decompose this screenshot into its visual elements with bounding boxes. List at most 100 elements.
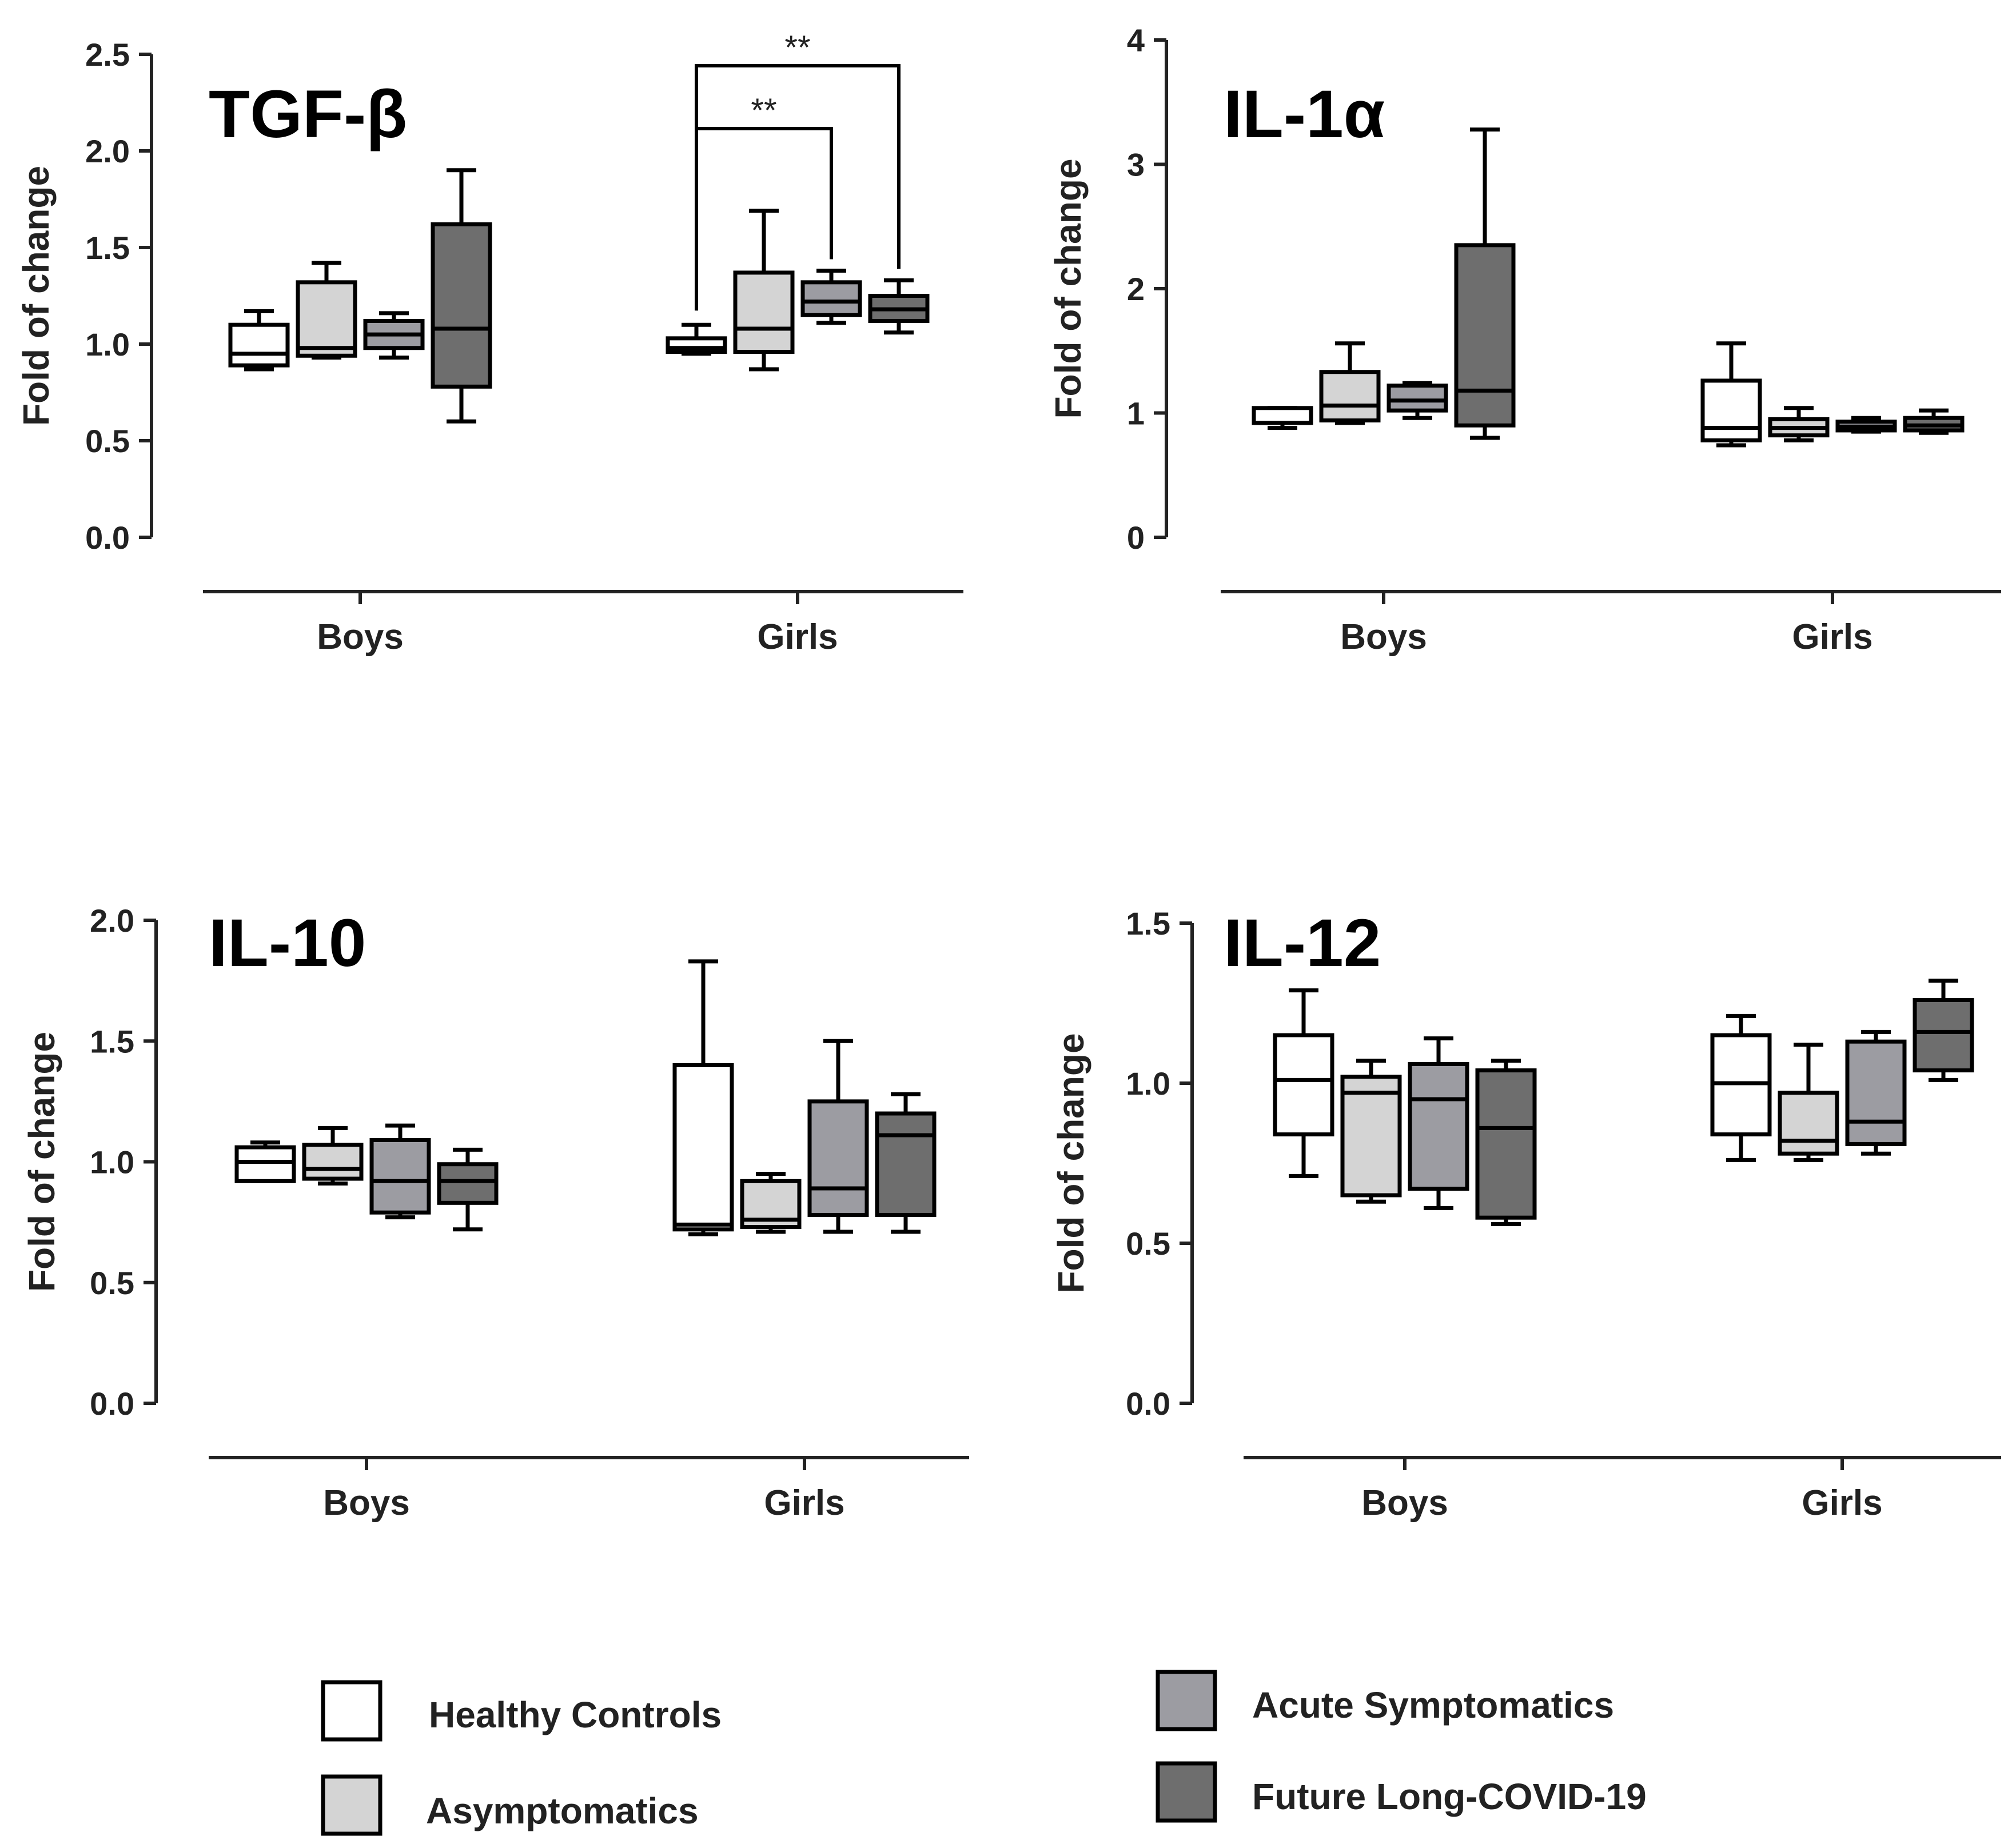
box-iqr	[1273, 1033, 1334, 1137]
y-tick-label: 4	[1127, 22, 1145, 58]
box-girls-1	[1778, 1043, 1839, 1162]
box-boys-3	[1454, 127, 1516, 440]
legend-item: Asymptomatics	[321, 1774, 699, 1836]
legend-label: Asymptomatics	[426, 1790, 699, 1831]
y-tick-label: 0.5	[1126, 1226, 1170, 1262]
box-boys-3	[431, 168, 492, 424]
box-iqr	[296, 280, 357, 358]
box-iqr	[1408, 1061, 1469, 1191]
box-boys-1	[302, 1125, 364, 1186]
box-boys-1	[1319, 341, 1381, 425]
y-tick-label: 0.5	[90, 1265, 134, 1301]
panel-title: IL-12	[1224, 905, 1381, 981]
legend-swatch	[321, 1774, 383, 1836]
y-axis-label: Fold of change	[21, 1032, 62, 1292]
y-tick-label: 1.5	[85, 230, 130, 266]
y-tick-label: 1.0	[85, 326, 130, 362]
y-tick-label: 2	[1127, 271, 1145, 307]
box-girls-2	[1835, 416, 1897, 434]
box-girls-1	[1768, 406, 1830, 442]
legend-item: Future Long-COVID-19	[1156, 1761, 1647, 1823]
panel-title: IL-10	[209, 905, 366, 981]
y-axis-label: Fold of change	[1050, 1033, 1091, 1293]
box-iqr	[1340, 1075, 1402, 1198]
y-tick-label: 0.5	[85, 423, 130, 459]
legend-swatch	[1156, 1670, 1217, 1731]
box-iqr	[1700, 378, 1762, 442]
box-iqr	[234, 1145, 296, 1183]
y-tick-label: 1	[1127, 396, 1145, 432]
box-boys-0	[228, 309, 290, 372]
box-iqr	[1252, 406, 1313, 425]
box-girls-0	[1710, 1013, 1772, 1162]
box-iqr	[1454, 243, 1516, 428]
box-girls-3	[875, 1092, 937, 1234]
y-axis-label: Fold of change	[15, 166, 57, 426]
significance-label: **	[751, 92, 776, 129]
y-tick-label: 0.0	[1126, 1386, 1170, 1422]
y-tick-label: 0	[1127, 520, 1145, 556]
legend-item: Acute Symptomatics	[1156, 1670, 1614, 1731]
box-boys-1	[296, 261, 357, 360]
legend-swatch	[321, 1680, 383, 1742]
box-iqr	[369, 1137, 431, 1215]
box-iqr	[1387, 384, 1448, 413]
box-iqr	[672, 1063, 734, 1232]
panel-2: 0.0 0.5 1.0 1.5 2.0 Fold of change Boys Girls IL…	[21, 903, 969, 1523]
x-category-label: Girls	[1802, 1483, 1882, 1523]
y-tick-label: 1.0	[90, 1144, 134, 1180]
y-tick-label: 2.0	[85, 133, 130, 169]
box-girls-2	[807, 1039, 869, 1234]
box-boys-0	[234, 1140, 296, 1183]
box-girls-1	[733, 209, 795, 372]
x-category-label: Girls	[1792, 617, 1872, 657]
box-girls-2	[800, 269, 862, 325]
y-tick-label: 3	[1127, 147, 1145, 183]
significance-bracket	[695, 64, 901, 311]
box-boys-2	[1387, 381, 1448, 420]
box-girls-0	[1700, 341, 1762, 448]
box-iqr	[1845, 1039, 1907, 1146]
y-tick-label: 2.5	[85, 37, 130, 73]
box-iqr	[1778, 1091, 1839, 1156]
box-iqr	[302, 1143, 364, 1181]
panel-0: 0.0 0.5 1.0 1.5 2.0 2.5 Fold of change Boys Girl…	[15, 29, 963, 657]
x-category-label: Boys	[1361, 1483, 1448, 1523]
x-category-label: Girls	[757, 617, 838, 657]
panel-title: IL-1α	[1224, 77, 1385, 152]
y-tick-label: 1.5	[1126, 905, 1170, 941]
panel-title: TGF-β	[209, 77, 407, 152]
box-girls-3	[868, 278, 930, 335]
box-boys-2	[1408, 1036, 1469, 1210]
panel-3: 0.0 0.5 1.0 1.5 Fold of change Boys Girls IL-12	[1050, 905, 2001, 1523]
box-iqr	[1319, 370, 1381, 423]
box-iqr	[437, 1162, 499, 1205]
legend-item: Healthy Controls	[321, 1680, 722, 1742]
significance-label: **	[784, 29, 810, 66]
y-axis-label: Fold of change	[1047, 158, 1089, 418]
box-iqr	[431, 222, 492, 389]
y-tick-label: 0.0	[90, 1386, 134, 1422]
box-boys-1	[1340, 1059, 1402, 1204]
x-category-label: Girls	[764, 1483, 844, 1523]
box-iqr	[228, 322, 290, 368]
y-tick-label: 1.0	[1126, 1065, 1170, 1101]
legend-swatch	[1156, 1761, 1217, 1823]
box-iqr	[807, 1099, 869, 1217]
legend-label: Future Long-COVID-19	[1252, 1776, 1647, 1817]
x-category-label: Boys	[1340, 617, 1427, 657]
box-girls-3	[1913, 979, 1974, 1082]
box-iqr	[733, 270, 795, 354]
box-boys-3	[437, 1147, 499, 1232]
x-category-label: Boys	[323, 1483, 410, 1523]
y-tick-label: 2.0	[90, 903, 134, 939]
y-tick-label: 1.5	[90, 1023, 134, 1059]
box-girls-0	[666, 322, 727, 356]
legend-label: Healthy Controls	[429, 1694, 722, 1735]
legend-label: Acute Symptomatics	[1252, 1685, 1614, 1726]
y-tick-label: 0.0	[85, 520, 130, 556]
legend: Healthy Controls Asymptomatics Acute Sympt…	[321, 1670, 1647, 1836]
box-girls-1	[740, 1172, 802, 1234]
box-boys-2	[363, 311, 425, 360]
